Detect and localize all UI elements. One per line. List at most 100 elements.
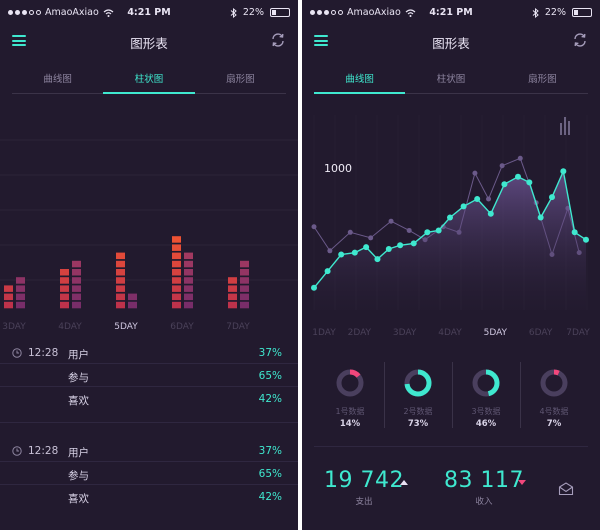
donut-chart [540, 369, 568, 397]
tab-pie-chart[interactable]: 扇形图 [528, 74, 557, 85]
expense-value: 19 742 [324, 468, 404, 493]
data-point-secondary [388, 218, 394, 224]
tab-line-chart[interactable]: 曲线图 [314, 68, 406, 94]
chart-tabs: 曲线图 柱状图 扇形图 [314, 68, 588, 94]
menu-icon[interactable] [12, 35, 26, 46]
data-point-secondary [517, 155, 523, 161]
tab-pie-chart[interactable]: 扇形图 [226, 74, 255, 85]
data-point-secondary [499, 163, 505, 169]
data-point-primary [324, 268, 331, 275]
row-label: 用户 [68, 447, 89, 459]
data-point-primary [515, 173, 521, 180]
refresh-icon[interactable] [270, 32, 286, 48]
expense-stat: 19 742 支出 [324, 468, 404, 507]
row-label: 喜欢 [68, 493, 89, 505]
clock-icon [12, 348, 22, 358]
x-tick-label: 2DAY [348, 328, 372, 338]
phone-line-chart-screen: AmaoAxiao 4:21 PM 22% 图形表 曲线图 柱状图 扇形图 10… [302, 0, 600, 530]
donut-item: 2号数据 73% [388, 368, 448, 429]
x-tick-label: 7DAY [566, 328, 590, 338]
list-item: 12:28 用户 37% [0, 342, 298, 364]
carrier-name: AmaoAxiao [45, 7, 99, 18]
tab-bar-chart[interactable]: 柱状图 [436, 74, 466, 85]
x-tick-label: 6DAY [170, 322, 194, 330]
donut-value: 14% [339, 419, 361, 429]
divider [520, 362, 521, 428]
data-point-secondary [472, 170, 478, 176]
status-bar: AmaoAxiao 4:21 PM 22% [302, 0, 600, 24]
data-point-primary [351, 249, 358, 256]
data-point-primary [385, 245, 392, 252]
signal-icon [8, 10, 41, 15]
data-point-primary [338, 251, 345, 258]
refresh-icon[interactable] [572, 32, 588, 48]
status-time: 4:21 PM [429, 7, 473, 18]
phone-bar-chart-screen: AmaoAxiao 4:21 PM 22% 图形表 曲线图 柱状图 扇形图 2D… [0, 0, 298, 530]
income-label: 收入 [475, 497, 493, 507]
income-value: 83 117 [444, 468, 524, 493]
row-time: 12:28 [28, 347, 59, 359]
list-item: 12:28 用户 37% [0, 440, 298, 462]
data-point-primary [460, 203, 467, 210]
series-area-primary [314, 171, 586, 310]
clock-icon [12, 446, 22, 456]
signal-icon [310, 10, 343, 15]
battery-percent: 22% [544, 7, 566, 18]
status-time: 4:21 PM [127, 7, 171, 18]
page-title: 图形表 [432, 36, 470, 51]
donut-chart [472, 369, 500, 397]
data-point-primary [447, 214, 453, 221]
donut-label: 1号数据 [335, 407, 365, 416]
data-point-secondary [347, 229, 353, 235]
tab-line-chart[interactable]: 曲线图 [43, 74, 72, 85]
list-item: 参与 65% [0, 463, 298, 485]
bar-6DAY-series-a [172, 236, 181, 309]
x-tick-label: 5DAY [484, 328, 508, 338]
row-value: 65% [258, 370, 282, 382]
bar-4DAY-series-b [72, 260, 81, 309]
row-label: 喜欢 [68, 395, 89, 407]
donut-row: 1号数据 14% 2号数据 73% 3号数据 46% 4号数据 7% [302, 362, 600, 442]
donut-label: 4号数据 [539, 407, 569, 416]
data-point-primary [549, 194, 555, 201]
data-point-primary [424, 229, 431, 236]
data-point-primary [583, 236, 589, 243]
bar-6DAY-series-b [184, 252, 193, 309]
x-tick-label: 4DAY [438, 328, 462, 338]
trend-up-icon [400, 480, 408, 485]
donut-chart [404, 369, 432, 397]
x-tick-label: 5DAY [114, 322, 138, 330]
data-point-secondary [368, 235, 374, 241]
mail-icon[interactable] [558, 482, 574, 496]
tab-bar-chart[interactable]: 柱状图 [103, 68, 195, 94]
battery-percent: 22% [242, 7, 264, 18]
chart-tabs: 曲线图 柱状图 扇形图 [12, 68, 286, 94]
row-value: 42% [258, 393, 282, 405]
divider [452, 362, 453, 428]
chart-type-icon[interactable] [560, 117, 570, 135]
data-point-primary [537, 214, 544, 221]
menu-icon[interactable] [314, 35, 328, 46]
donut-item: 1号数据 14% [320, 368, 380, 429]
x-tick-label: 3DAY [2, 322, 26, 330]
data-point-primary [487, 210, 494, 217]
donut-item: 3号数据 46% [456, 368, 516, 429]
expense-label: 支出 [355, 497, 373, 507]
line-chart: 1000 1DAY 2DAY 3DAY 4DAY 5DAY 6DAY 7DAY [311, 115, 590, 338]
trend-down-icon [518, 480, 526, 485]
donut-value: 73% [407, 419, 429, 429]
chart-annotation: 1000 [324, 162, 352, 175]
data-point-primary [560, 168, 567, 175]
stats-divider [314, 446, 588, 447]
x-tick-label: 4DAY [58, 322, 82, 330]
donut-item: 4号数据 7% [524, 368, 584, 429]
x-tick-label: 1DAY [312, 328, 336, 338]
donut-arc [540, 369, 568, 397]
data-point-primary [397, 242, 404, 249]
list-item: 喜欢 42% [0, 388, 298, 410]
bar-4DAY-series-a [60, 269, 69, 309]
row-label: 参与 [68, 470, 89, 482]
bar-5DAY-series-a [116, 252, 125, 309]
bar-3DAY-series-a [4, 285, 13, 309]
